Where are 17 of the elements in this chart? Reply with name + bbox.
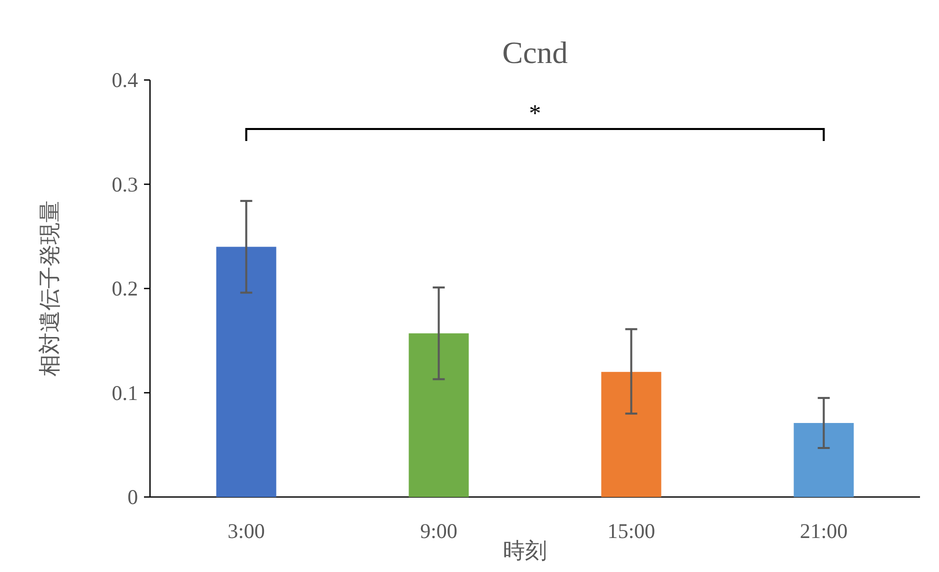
- bar: [216, 246, 276, 497]
- y-tick-label: 0.2: [112, 276, 138, 300]
- y-axis-title: 相対遺伝子発現量: [38, 200, 63, 376]
- y-tick-label: 0.4: [112, 68, 138, 92]
- x-tick-label: 3:00: [228, 519, 265, 543]
- annotation: *: [529, 101, 541, 127]
- y-tick-label: 0.1: [112, 380, 138, 405]
- x-axis-title: 時刻: [503, 539, 547, 564]
- bar: [408, 333, 469, 497]
- x-tick-label: 9:00: [420, 519, 458, 543]
- x-tick-label: 21:00: [800, 519, 848, 543]
- chart-title: Ccnd: [502, 35, 568, 70]
- bar: [601, 372, 662, 497]
- y-tick-label: 0.3: [112, 172, 138, 196]
- y-tick-label: 0: [128, 485, 138, 509]
- x-tick-label: 15:00: [607, 519, 656, 543]
- bar: [794, 422, 854, 497]
